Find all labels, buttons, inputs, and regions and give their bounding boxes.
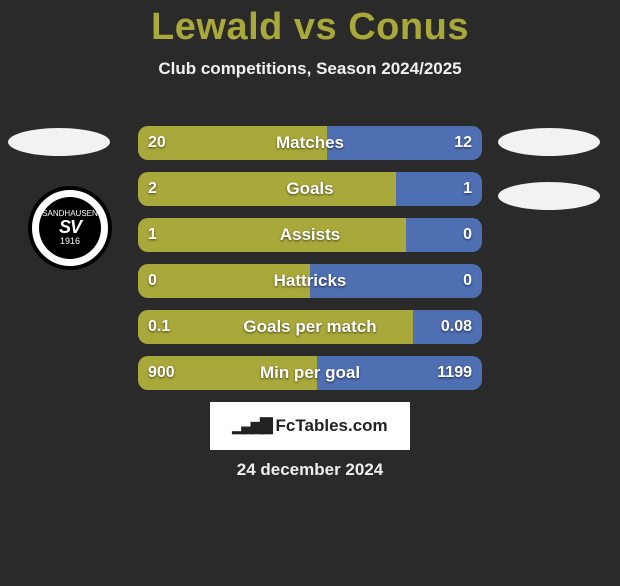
bar-left — [138, 218, 406, 252]
bar-left — [138, 356, 317, 390]
stat-row: 2012Matches — [138, 126, 482, 160]
stat-row: 10Assists — [138, 218, 482, 252]
bar-left — [138, 310, 413, 344]
watermark-fctables: ▁▃▅▇ FcTables.com — [210, 402, 410, 450]
page-title: Lewald vs Conus — [0, 6, 620, 49]
stat-row: 9001199Min per goal — [138, 356, 482, 390]
chart-icon: ▁▃▅▇ — [232, 415, 269, 435]
bar-right — [406, 218, 482, 252]
bar-right — [327, 126, 482, 160]
subtitle: Club competitions, Season 2024/2025 — [0, 59, 620, 79]
player-right-avatar-2 — [498, 182, 600, 210]
team-badge-inner: SANDHAUSEN SV 1916 — [39, 197, 101, 259]
bar-right — [310, 264, 482, 298]
bar-right — [413, 310, 482, 344]
player-right-avatar-1 — [498, 128, 600, 156]
bar-right — [317, 356, 482, 390]
stat-row: 00Hattricks — [138, 264, 482, 298]
bar-right — [396, 172, 482, 206]
player-left-avatar — [8, 128, 110, 156]
team-badge-sandhausen: SANDHAUSEN SV 1916 — [28, 186, 112, 270]
watermark-text: FcTables.com — [276, 416, 388, 436]
bar-left — [138, 264, 310, 298]
bar-left — [138, 172, 396, 206]
comparison-chart: 2012Matches 21Goals 10Assists 00Hattricks 0.… — [138, 126, 482, 402]
stat-row: 21Goals — [138, 172, 482, 206]
badge-year: 1916 — [60, 237, 80, 246]
date-line: 24 december 2024 — [0, 460, 620, 480]
bar-left — [138, 126, 327, 160]
badge-mid-text: SV — [59, 218, 81, 236]
stat-row: 0.10.08Goals per match — [138, 310, 482, 344]
